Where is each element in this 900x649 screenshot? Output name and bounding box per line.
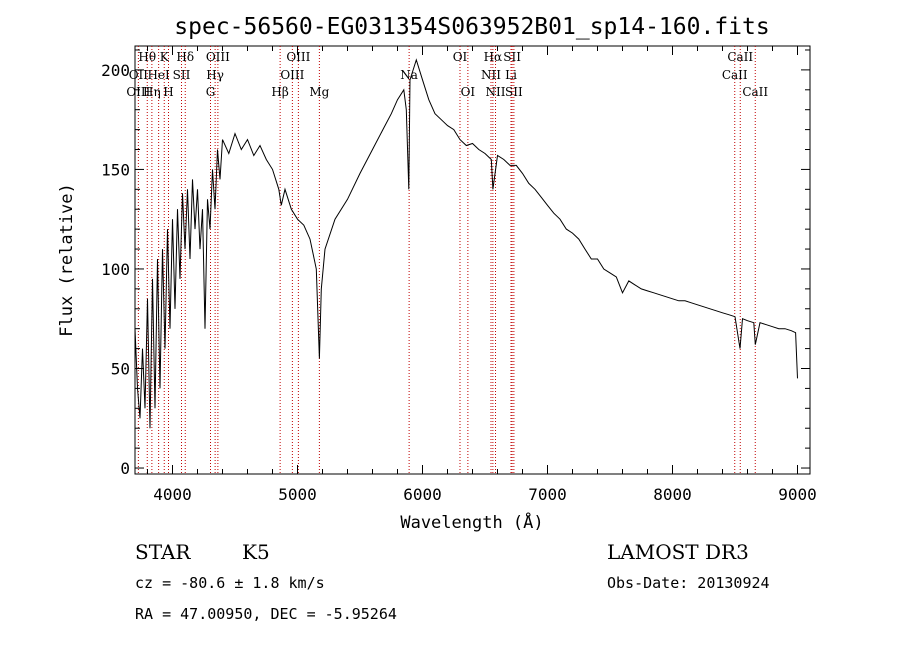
x-tick-label: 8000 xyxy=(653,485,692,504)
spectral-line-label: Hδ xyxy=(176,50,194,64)
spectral-line-label: HeI xyxy=(147,68,170,82)
y-tick-label: 50 xyxy=(111,359,130,378)
survey-name: LAMOST DR3 xyxy=(607,540,749,564)
y-tick-label: 150 xyxy=(101,160,130,179)
spectral-line-label: Hα xyxy=(484,50,503,64)
spectral-line-label: Na xyxy=(400,68,418,82)
line-markers xyxy=(137,46,756,474)
spectral-line-label: OIII xyxy=(206,50,230,64)
spectral-line-label: NII xyxy=(481,68,501,82)
spectral-line-label: NII xyxy=(486,85,506,99)
spectral-line-label: H xyxy=(163,85,173,99)
spectrum-line xyxy=(134,58,798,429)
x-tick-label: 6000 xyxy=(403,485,442,504)
spectral-line-label: OII xyxy=(129,68,149,82)
spectral-line-label: CaII xyxy=(742,85,768,99)
tick-labels: 4000 5000 6000 7000 8000 9000 0 50 100 150 200 xyxy=(101,61,817,504)
spectral-line-label: G xyxy=(206,85,216,99)
spectral-line-label: OIII xyxy=(286,50,310,64)
spectral-line-label: SII xyxy=(503,50,521,64)
spectral-line-label: OIII xyxy=(280,68,304,82)
spectral-line-label: Li xyxy=(505,68,517,82)
x-tick-label: 7000 xyxy=(528,485,567,504)
x-tick-label: 5000 xyxy=(278,485,317,504)
x-tick-label: 9000 xyxy=(778,485,817,504)
spectral-line-label: K xyxy=(160,50,170,64)
spectral-line-label: CaII xyxy=(722,68,748,82)
spectral-line-label: Hβ xyxy=(271,85,288,99)
spectral-line-label: CaII xyxy=(727,50,753,64)
y-axis-label: Flux (relative) xyxy=(57,183,77,337)
object-class: STAR xyxy=(135,540,191,564)
spectral-line-label: Hη xyxy=(143,85,161,99)
coordinates-info: RA = 47.00950, DEC = -5.95264 xyxy=(135,605,397,623)
chart-title: spec-56560-EG031354S063952B01_sp14-160.f… xyxy=(174,14,769,40)
axis-ticks xyxy=(135,46,810,474)
spectral-line-label: Mg xyxy=(309,85,329,99)
spectral-line-label: SII xyxy=(173,68,191,82)
plot-frame xyxy=(134,45,811,475)
line-labels: Hθ OII OIII K HeI Hη H Hδ SII OIII Hγ G OIII OIII Hβ Mg… xyxy=(126,50,768,99)
y-tick-label: 100 xyxy=(101,260,130,279)
y-tick-label: 200 xyxy=(101,61,130,80)
redshift-info: cz = -80.6 ± 1.8 km/s xyxy=(135,574,325,592)
object-subclass: K5 xyxy=(242,540,270,564)
y-tick-label: 0 xyxy=(120,459,130,478)
x-axis-label: Wavelength (Å) xyxy=(400,511,543,533)
spectral-line-label: OI xyxy=(453,50,468,64)
spectral-line-label: OI xyxy=(461,85,476,99)
spectral-line-label: Hθ xyxy=(138,50,156,64)
spectral-line-label: Hγ xyxy=(206,68,224,82)
spectral-line-label: OIII xyxy=(126,85,150,99)
observation-date: Obs-Date: 20130924 xyxy=(607,574,770,592)
x-tick-label: 4000 xyxy=(153,485,192,504)
spectral-line-label: SII xyxy=(505,85,523,99)
